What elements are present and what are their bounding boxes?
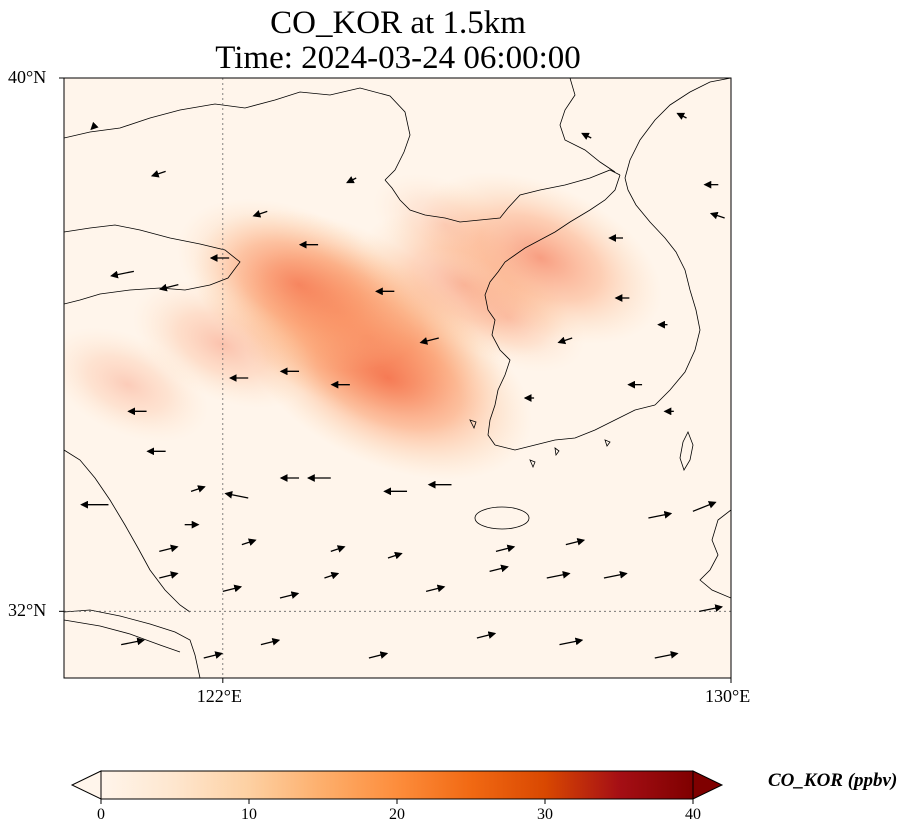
co-concentration-field bbox=[64, 172, 662, 480]
colorbar-tick-label: 20 bbox=[389, 806, 405, 823]
wind-arrow bbox=[387, 551, 403, 560]
wind-arrow bbox=[648, 510, 673, 519]
wind-arrow bbox=[709, 211, 725, 220]
map-content bbox=[64, 78, 731, 678]
wind-arrow bbox=[581, 132, 592, 140]
coastlines bbox=[64, 78, 731, 678]
map-frame bbox=[63, 77, 732, 679]
co-plume bbox=[373, 173, 518, 276]
coastline-korea-east bbox=[624, 177, 701, 406]
map-title-line2: Time: 2024-03-24 06:00:00 bbox=[215, 40, 581, 76]
wind-arrow bbox=[559, 637, 584, 646]
wind-arrow bbox=[699, 604, 724, 612]
wind-arrow bbox=[495, 544, 516, 553]
wind-arrow bbox=[150, 170, 166, 178]
coastline-korea-south bbox=[494, 404, 656, 451]
wind-arrow bbox=[425, 584, 446, 593]
wind-arrow bbox=[159, 571, 179, 579]
lon-tick-label: 130°E bbox=[705, 686, 751, 706]
wind-arrow bbox=[159, 283, 179, 292]
wind-arrow bbox=[110, 270, 135, 279]
wind-arrow bbox=[241, 538, 257, 546]
wind-vectors bbox=[80, 112, 725, 659]
colorbar-bar bbox=[100, 770, 694, 800]
wind-arrow bbox=[224, 490, 249, 499]
lon-tick-label: 122°E bbox=[196, 686, 242, 706]
wind-arrow bbox=[324, 571, 340, 580]
lat-tick-label: 32°N bbox=[8, 600, 47, 621]
wind-arrow bbox=[654, 650, 679, 659]
wind-arrow bbox=[159, 544, 179, 553]
wind-arrow bbox=[203, 651, 224, 659]
colorbar-extend-min bbox=[70, 770, 102, 800]
colorbar-tick-label: 0 bbox=[97, 806, 105, 823]
colorbar-tick-label: 40 bbox=[685, 806, 701, 823]
colorbar-tick-label: 10 bbox=[241, 806, 257, 823]
wind-arrow bbox=[603, 570, 628, 579]
wind-arrow bbox=[489, 564, 509, 573]
wind-arrow bbox=[565, 537, 586, 546]
map-gridlines bbox=[64, 78, 731, 678]
tsushima-island bbox=[679, 431, 694, 471]
wind-arrow bbox=[546, 570, 571, 579]
wind-arrow bbox=[222, 584, 243, 593]
axis-ticks bbox=[59, 77, 732, 683]
wind-arrow bbox=[252, 210, 268, 218]
wind-arrow bbox=[260, 637, 281, 646]
coastline-north-korea bbox=[624, 78, 731, 179]
jeju-island bbox=[474, 506, 530, 530]
co-plume bbox=[64, 327, 209, 442]
wind-arrow bbox=[476, 631, 497, 639]
wind-arrow bbox=[330, 545, 346, 553]
coastline-korea-west bbox=[484, 174, 621, 446]
colorbar bbox=[70, 770, 724, 804]
co-plume bbox=[432, 263, 586, 373]
colorbar-tick-label: 30 bbox=[537, 806, 553, 823]
wind-arrow bbox=[90, 121, 99, 131]
wind-arrow bbox=[190, 485, 206, 493]
coastline-kyushu bbox=[699, 509, 731, 599]
colorbar-extend-max bbox=[692, 770, 724, 800]
coastline-liaodong bbox=[384, 169, 621, 223]
coastline-shandong bbox=[64, 224, 241, 305]
wind-arrow bbox=[692, 501, 717, 512]
map-title-line1: CO_KOR at 1.5km bbox=[270, 5, 526, 41]
wind-arrow bbox=[557, 336, 573, 345]
coastline-china-east bbox=[64, 449, 191, 613]
wind-arrow bbox=[368, 651, 389, 659]
lat-tick-label: 40°N bbox=[8, 67, 47, 87]
coastline-north-china bbox=[64, 87, 411, 181]
wind-arrow bbox=[346, 176, 357, 184]
wind-arrow bbox=[121, 637, 145, 646]
colorbar-title: CO_KOR (ppbv) bbox=[768, 770, 898, 791]
wind-arrow bbox=[676, 112, 687, 120]
wind-arrow bbox=[419, 337, 439, 345]
wind-arrow bbox=[279, 591, 300, 599]
